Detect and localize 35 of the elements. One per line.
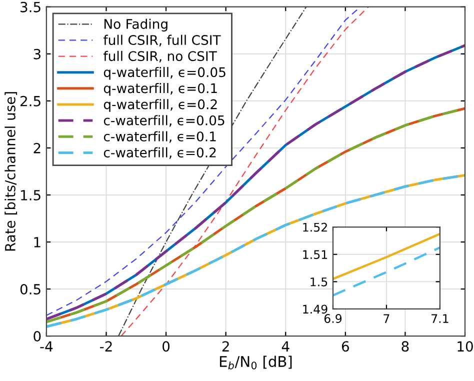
x-tick-label: 6 — [342, 341, 349, 352]
x-tick-label: 8 — [402, 341, 409, 352]
x-tick-label: 0 — [162, 341, 170, 352]
y-tick-label: 1 — [34, 237, 40, 248]
y-tick-label: 2.5 — [20, 96, 40, 106]
y-tick-label: 0 — [34, 331, 41, 342]
y-tick-label: 1.5 — [310, 278, 328, 286]
legend-label: c-waterfill, ϵ=0.2 — [104, 147, 216, 159]
x-tick-label: 4 — [282, 341, 290, 352]
legend-label: c-waterfill, ϵ=0.05 — [104, 115, 224, 127]
x-tick-label: -4 — [40, 341, 53, 352]
y-tick-label: 1.5 — [21, 190, 40, 200]
y-tick-label: 1.49 — [303, 304, 328, 314]
x-tick-label: 7 — [384, 314, 390, 323]
y-axis-title: Rate [bits/channel use] — [4, 92, 18, 251]
legend-label: q-waterfill, ϵ=0.05 — [104, 66, 226, 80]
y-tick-label: 1.52 — [303, 222, 327, 232]
x-tick-label: 2 — [222, 341, 229, 352]
x-tick-label: 7.1 — [432, 314, 448, 323]
x-tick-label: 6.9 — [324, 314, 342, 323]
legend-label: q-waterfill, ϵ=0.2 — [104, 99, 217, 112]
legend-label: No Fading — [104, 18, 168, 32]
y-tick-label: 2 — [34, 142, 40, 154]
legend-label: c-waterfill, ϵ=0.1 — [104, 131, 216, 143]
y-tick-label: 3.5 — [20, 2, 40, 12]
x-tick-label: 10 — [458, 341, 473, 352]
legend-label: full CSIR, no CSIT — [103, 50, 217, 62]
y-tick-label: 3 — [34, 48, 40, 60]
line-series — [46, 174, 465, 328]
legend-label: q-waterfill, ϵ=0.1 — [104, 83, 217, 96]
legend-label: full CSIR, full CSIT — [103, 34, 221, 46]
y-tick-label: 0.5 — [20, 284, 40, 294]
x-tick-label: -2 — [100, 341, 112, 352]
x-axis-title: E$_{b}$/N$_{0}$ [dB] — [220, 356, 292, 370]
y-tick-label: 1.51 — [303, 250, 328, 260]
